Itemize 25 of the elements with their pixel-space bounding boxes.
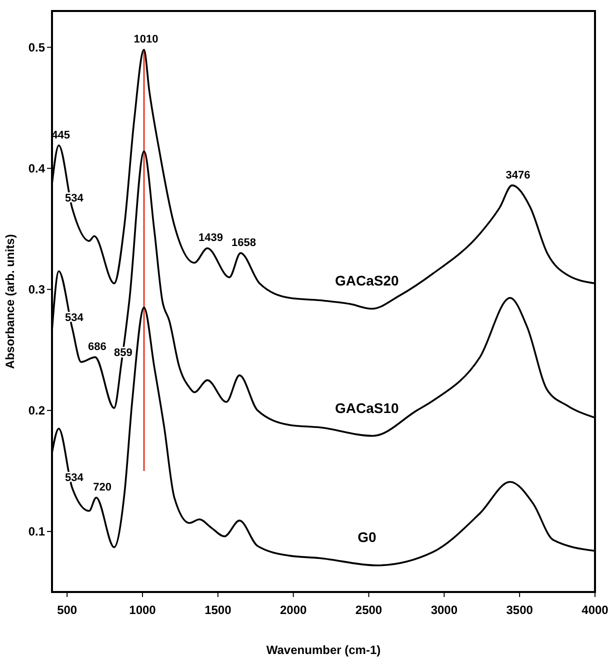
y-tick-label: 0.1	[28, 524, 46, 538]
x-tick-label: 500	[57, 603, 78, 617]
y-tick-label: 0.3	[28, 282, 46, 296]
x-tick-label: 2000	[280, 603, 308, 617]
x-axis-title: Wavenumber (cm-1)	[266, 643, 381, 657]
series-label: GACaS10	[335, 400, 400, 416]
x-tick-label: 3500	[506, 603, 534, 617]
annotation: 445	[52, 129, 70, 142]
x-tick-label: 4000	[582, 603, 609, 617]
x-tick-label: 3000	[430, 603, 458, 617]
x-tick-label: 1500	[204, 603, 232, 617]
annotation: 1439	[198, 232, 223, 244]
annotation: 1658	[232, 237, 256, 250]
y-tick-label: 0.2	[28, 403, 46, 418]
annotation: 1010	[134, 34, 158, 46]
annotation: 3476	[506, 169, 530, 182]
series-label: G0	[358, 529, 376, 546]
y-axis-title: Absorbance (arb. units)	[3, 234, 17, 369]
x-tick-label: 2500	[355, 603, 382, 617]
annotation: 720	[93, 482, 112, 494]
y-tick-label: 0.4	[28, 161, 46, 176]
x-tick-label: 1000	[129, 603, 156, 617]
y-tick-label: 0.5	[28, 40, 46, 54]
annotation: 686	[88, 341, 106, 354]
series-label: GACaS20	[335, 272, 400, 289]
